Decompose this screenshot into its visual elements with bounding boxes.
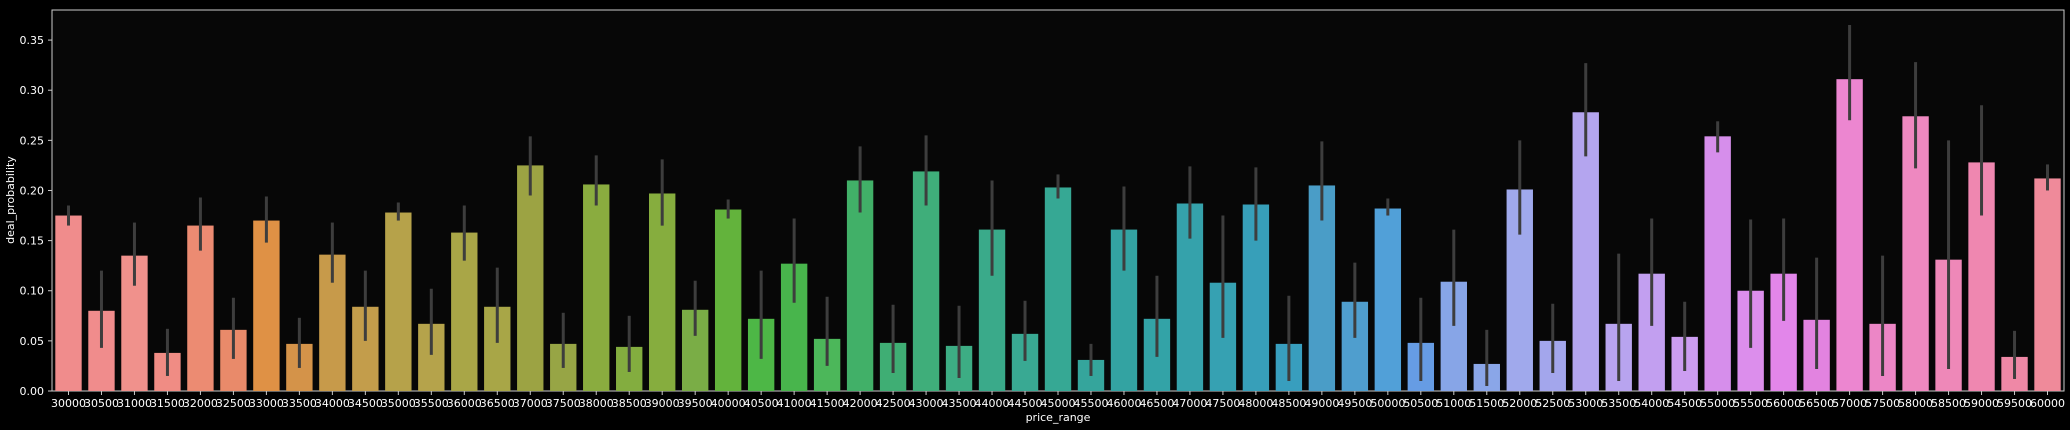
x-tick-label: 30500: [84, 397, 119, 410]
x-tick-label: 45500: [1073, 397, 1108, 410]
x-tick-label: 47000: [1172, 397, 1207, 410]
bar-60000: [2034, 178, 2061, 391]
bar-42000: [846, 180, 874, 391]
x-tick-label: 38000: [579, 397, 614, 410]
x-tick-label: 52500: [1535, 397, 1570, 410]
y-tick-label: 0.05: [20, 335, 45, 348]
x-tick-label: 42000: [843, 397, 878, 410]
x-tick-label: 55500: [1733, 397, 1768, 410]
x-tick-label: 56500: [1799, 397, 1834, 410]
x-tick-label: 57500: [1865, 397, 1900, 410]
x-tick-label: 53500: [1601, 397, 1636, 410]
x-tick-label: 49500: [1337, 397, 1372, 410]
x-tick-label: 33500: [282, 397, 317, 410]
x-axis: 3000030500310003150032000325003300033500…: [51, 391, 2065, 410]
x-tick-label: 43500: [942, 397, 977, 410]
bar-55000: [1704, 136, 1731, 391]
x-tick-label: 37000: [513, 397, 548, 410]
x-tick-label: 56000: [1766, 397, 1801, 410]
x-tick-label: 37500: [546, 397, 581, 410]
x-tick-label: 31000: [117, 397, 152, 410]
x-tick-label: 41500: [810, 397, 845, 410]
x-tick-label: 30000: [51, 397, 86, 410]
bar-40000: [714, 209, 742, 391]
x-tick-label: 39000: [645, 397, 680, 410]
x-tick-label: 38500: [612, 397, 647, 410]
x-tick-label: 50500: [1403, 397, 1438, 410]
x-tick-label: 42500: [876, 397, 911, 410]
x-tick-label: 53000: [1568, 397, 1603, 410]
y-tick-label: 0.25: [20, 134, 45, 147]
x-tick-label: 52000: [1502, 397, 1537, 410]
error-bars-layer: [66, 25, 2050, 386]
x-tick-label: 48000: [1238, 397, 1273, 410]
bar-38000: [583, 184, 610, 391]
bar-39000: [649, 193, 676, 391]
y-tick-label: 0.00: [20, 385, 45, 398]
x-tick-label: 36500: [480, 397, 515, 410]
x-tick-label: 35000: [381, 397, 416, 410]
x-tick-label: 44000: [975, 397, 1010, 410]
bar-53000: [1572, 112, 1599, 391]
y-tick-label: 0.35: [20, 34, 45, 47]
bar-57000: [1836, 79, 1863, 391]
x-tick-label: 50000: [1370, 397, 1405, 410]
x-tick-label: 46500: [1139, 397, 1174, 410]
bar-37000: [517, 165, 544, 391]
x-tick-label: 59000: [1964, 397, 1999, 410]
y-tick-label: 0.15: [20, 235, 45, 248]
x-tick-label: 34000: [315, 397, 350, 410]
y-tick-label: 0.10: [20, 285, 45, 298]
bar-43000: [912, 171, 940, 391]
bar-50000: [1374, 208, 1402, 391]
x-tick-label: 40500: [744, 397, 779, 410]
x-tick-label: 47500: [1205, 397, 1240, 410]
bar-30000: [55, 215, 82, 391]
x-tick-label: 55000: [1700, 397, 1735, 410]
x-axis-title: price_range: [1026, 411, 1091, 424]
x-tick-label: 43000: [909, 397, 944, 410]
x-tick-label: 39500: [678, 397, 713, 410]
x-tick-label: 60000: [2030, 397, 2065, 410]
x-tick-label: 45000: [1041, 397, 1076, 410]
x-tick-label: 33000: [249, 397, 284, 410]
x-tick-label: 32500: [216, 397, 251, 410]
y-axis: 0.00 0.05 0.10 0.15 0.20 0.25 0.30 0.35: [20, 34, 52, 398]
x-tick-label: 46000: [1106, 397, 1141, 410]
y-axis-title: deal_probability: [4, 156, 17, 244]
x-tick-label: 36000: [447, 397, 482, 410]
bar-32000: [187, 225, 214, 391]
x-tick-label: 51000: [1436, 397, 1471, 410]
x-tick-label: 59500: [1997, 397, 2032, 410]
x-tick-label: 40000: [711, 397, 746, 410]
x-tick-label: 54000: [1634, 397, 1669, 410]
x-tick-label: 31500: [150, 397, 185, 410]
x-tick-label: 58000: [1898, 397, 1933, 410]
y-tick-label: 0.20: [20, 184, 45, 197]
bar-33000: [253, 220, 280, 391]
bar-45000: [1044, 187, 1072, 391]
bar-35000: [385, 212, 412, 391]
x-tick-label: 51500: [1469, 397, 1504, 410]
x-tick-label: 57000: [1832, 397, 1867, 410]
x-tick-label: 44500: [1008, 397, 1043, 410]
x-tick-label: 32000: [183, 397, 218, 410]
y-tick-label: 0.30: [20, 84, 45, 97]
x-tick-label: 41000: [777, 397, 812, 410]
x-tick-label: 49000: [1304, 397, 1339, 410]
x-tick-label: 48500: [1271, 397, 1306, 410]
x-tick-label: 35500: [414, 397, 449, 410]
x-tick-label: 54500: [1667, 397, 1702, 410]
x-tick-label: 34500: [348, 397, 383, 410]
x-tick-label: 58500: [1931, 397, 1966, 410]
